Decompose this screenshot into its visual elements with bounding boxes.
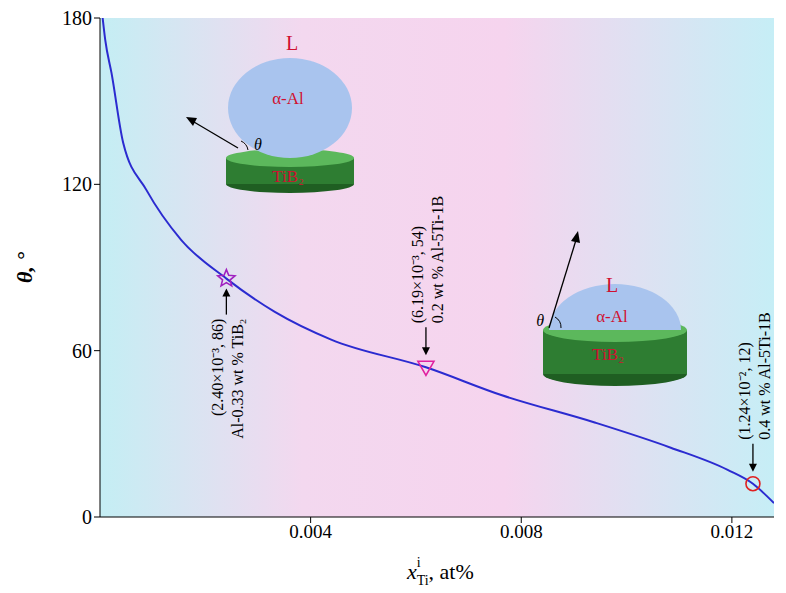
svg-text:α-Al: α-Al bbox=[596, 307, 628, 326]
svg-text:Al-0.33 wt % TiB₂: Al-0.33 wt % TiB₂ bbox=[229, 319, 246, 439]
svg-text:TiB₂: TiB₂ bbox=[592, 345, 624, 364]
svg-text:(1.24×10⁻², 12): (1.24×10⁻², 12) bbox=[736, 342, 754, 439]
svg-text:0.008: 0.008 bbox=[500, 521, 543, 542]
svg-text:θ: θ bbox=[536, 312, 544, 329]
svg-text:0.004: 0.004 bbox=[289, 521, 332, 542]
svg-text:xTii, at%: xTii, at% bbox=[406, 555, 474, 588]
svg-text:α-Al: α-Al bbox=[272, 89, 304, 108]
svg-text:0: 0 bbox=[82, 506, 92, 528]
svg-text:θ, °: θ, ° bbox=[12, 252, 37, 283]
svg-text:180: 180 bbox=[62, 7, 92, 29]
svg-text:θ: θ bbox=[254, 136, 262, 153]
svg-text:(2.40×10⁻³, 86): (2.40×10⁻³, 86) bbox=[209, 319, 227, 416]
svg-text:0.012: 0.012 bbox=[711, 521, 754, 542]
svg-text:60: 60 bbox=[72, 340, 92, 362]
svg-text:L: L bbox=[606, 274, 618, 296]
svg-text:TiB₂: TiB₂ bbox=[272, 167, 304, 186]
svg-text:L: L bbox=[286, 32, 298, 54]
svg-text:0.4 wt % Al-5Ti-1B: 0.4 wt % Al-5Ti-1B bbox=[756, 312, 773, 439]
svg-text:0.2 wt % Al-5Ti-1B: 0.2 wt % Al-5Ti-1B bbox=[429, 196, 446, 323]
svg-text:120: 120 bbox=[62, 173, 92, 195]
svg-text:(6.19×10⁻³, 54): (6.19×10⁻³, 54) bbox=[409, 226, 427, 323]
